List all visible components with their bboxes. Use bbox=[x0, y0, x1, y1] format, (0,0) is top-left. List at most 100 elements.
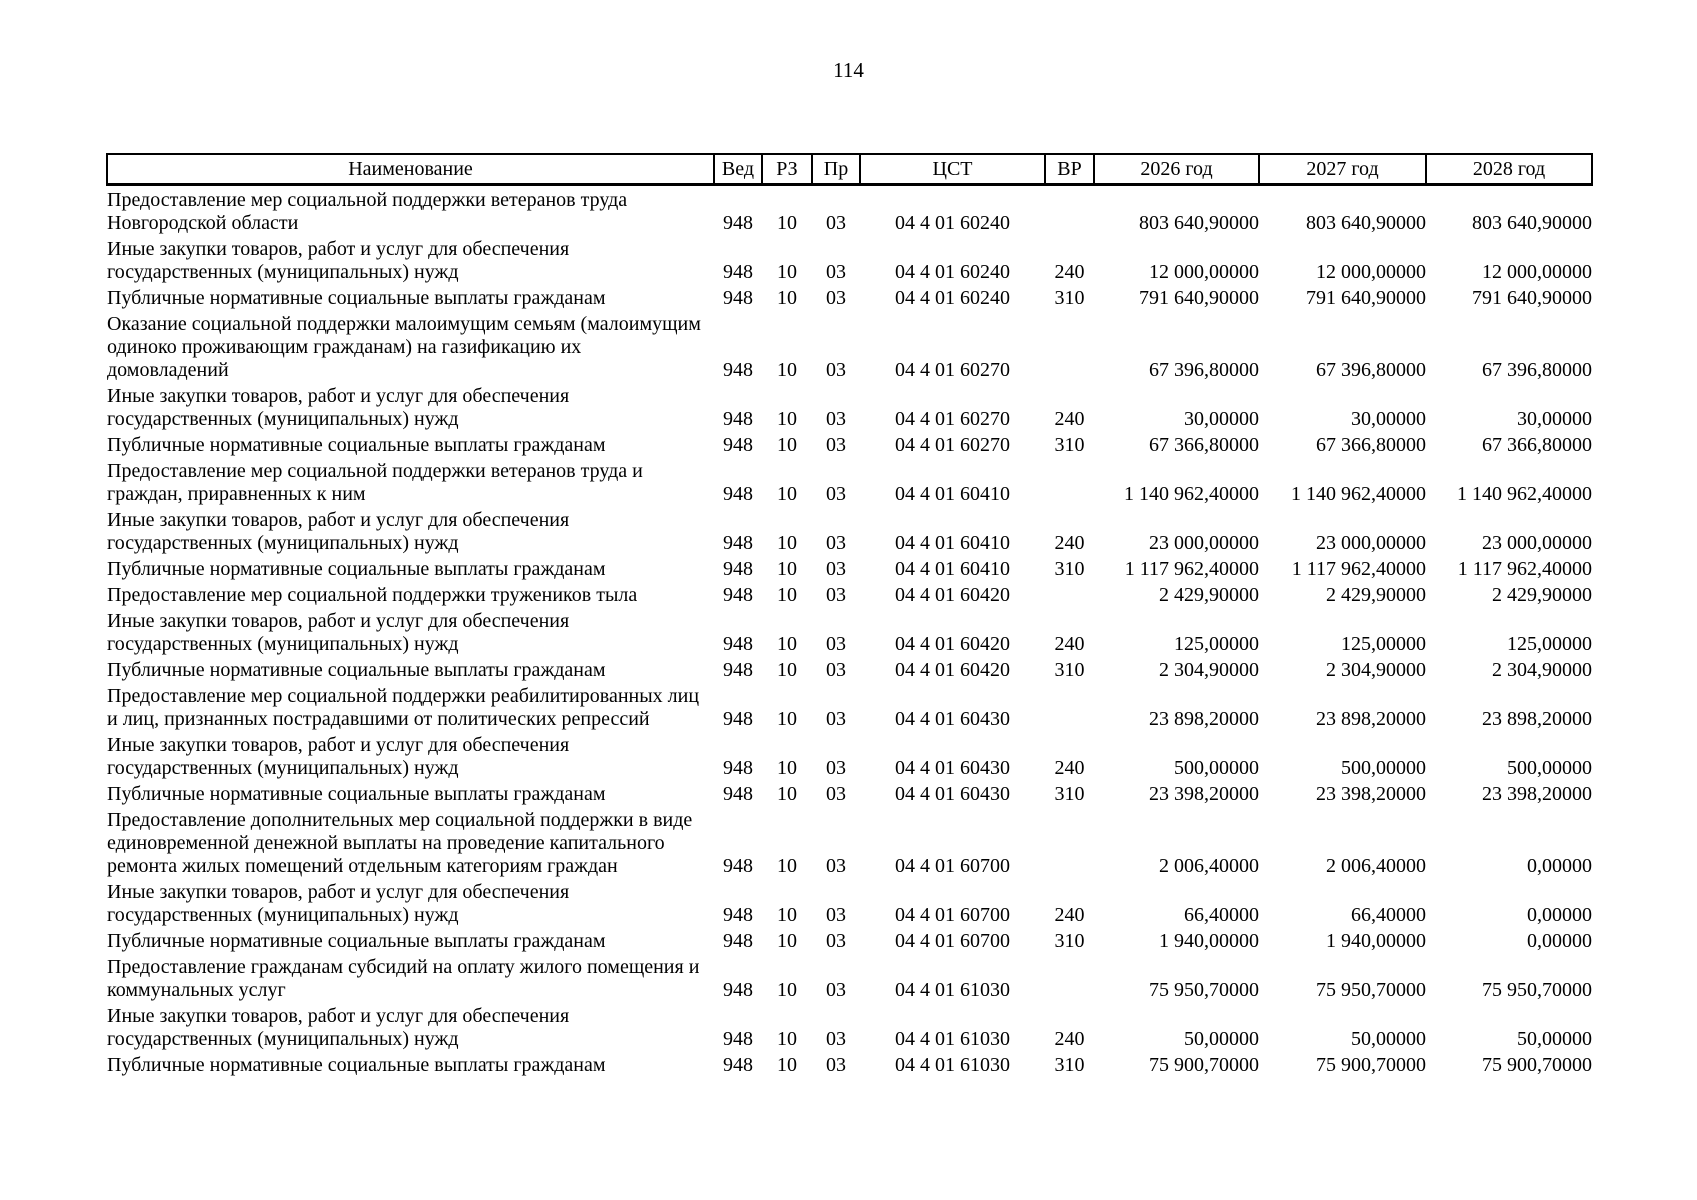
table-row: Предоставление гражданам субсидий на опл… bbox=[107, 953, 1592, 1002]
cell-pr: 03 bbox=[826, 261, 846, 283]
cell-pr: 03 bbox=[826, 633, 846, 655]
cell-name: Иные закупки товаров, работ и услуг для … bbox=[107, 1005, 570, 1050]
cell-y2026: 1 117 962,40000 bbox=[1124, 558, 1259, 580]
cell-ved: 948 bbox=[723, 757, 753, 779]
cell-cst: 04 4 01 60430 bbox=[895, 783, 1010, 805]
cell-ved: 948 bbox=[723, 261, 753, 283]
cell-y2028: 23 398,20000 bbox=[1482, 783, 1592, 805]
cell-vr: 240 bbox=[1054, 633, 1085, 655]
cell-vr: 310 bbox=[1054, 434, 1085, 456]
cell-ved: 948 bbox=[723, 904, 753, 926]
cell-ved: 948 bbox=[723, 708, 753, 730]
cell-y2027: 75 950,70000 bbox=[1316, 979, 1426, 1001]
cell-y2027: 791 640,90000 bbox=[1306, 287, 1426, 309]
table-row: Публичные нормативные социальные выплаты… bbox=[107, 284, 1592, 310]
cell-y2026: 2 429,90000 bbox=[1159, 584, 1259, 606]
cell-rz: 10 bbox=[777, 483, 797, 505]
cell-cst: 04 4 01 60270 bbox=[895, 359, 1010, 381]
cell-pr: 03 bbox=[826, 408, 846, 430]
cell-vr: 240 bbox=[1054, 261, 1085, 283]
table-row: Публичные нормативные социальные выплаты… bbox=[107, 927, 1592, 953]
cell-y2028: 1 140 962,40000 bbox=[1457, 483, 1592, 505]
cell-vr bbox=[1045, 457, 1094, 506]
table-row: Иные закупки товаров, работ и услуг для … bbox=[107, 731, 1592, 780]
cell-name: Предоставление мер социальной поддержки … bbox=[107, 685, 700, 730]
cell-rz: 10 bbox=[777, 930, 797, 952]
cell-y2028: 12 000,00000 bbox=[1482, 261, 1592, 283]
cell-y2028: 803 640,90000 bbox=[1472, 212, 1592, 234]
cell-pr: 03 bbox=[826, 757, 846, 779]
table-row: Иные закупки товаров, работ и услуг для … bbox=[107, 382, 1592, 431]
cell-cst: 04 4 01 60240 bbox=[895, 287, 1010, 309]
column-header-ved: Вед bbox=[713, 153, 763, 186]
page-number: 114 bbox=[833, 58, 864, 82]
column-header-y2027: 2027 год bbox=[1258, 153, 1427, 186]
cell-y2027: 1 117 962,40000 bbox=[1291, 558, 1426, 580]
cell-y2026: 125,00000 bbox=[1174, 633, 1259, 655]
cell-ved: 948 bbox=[723, 483, 753, 505]
cell-y2027: 2 304,90000 bbox=[1326, 659, 1426, 681]
cell-y2027: 23 398,20000 bbox=[1316, 783, 1426, 805]
cell-ved: 948 bbox=[723, 359, 753, 381]
cell-vr: 240 bbox=[1054, 757, 1085, 779]
cell-rz: 10 bbox=[777, 783, 797, 805]
column-header-vr: ВР bbox=[1044, 153, 1095, 186]
cell-y2027: 2 006,40000 bbox=[1326, 855, 1426, 877]
table-row: Предоставление мер социальной поддержки … bbox=[107, 682, 1592, 731]
cell-pr: 03 bbox=[826, 532, 846, 554]
cell-ved: 948 bbox=[723, 633, 753, 655]
cell-y2028: 0,00000 bbox=[1527, 855, 1592, 877]
cell-pr: 03 bbox=[826, 708, 846, 730]
cell-pr: 03 bbox=[826, 979, 846, 1001]
cell-name: Предоставление дополнительных мер социал… bbox=[107, 809, 693, 877]
cell-cst: 04 4 01 60700 bbox=[895, 904, 1010, 926]
cell-y2027: 1 940,00000 bbox=[1326, 930, 1426, 952]
cell-vr bbox=[1045, 806, 1094, 878]
cell-vr bbox=[1045, 953, 1094, 1002]
table-row: Иные закупки товаров, работ и услуг для … bbox=[107, 506, 1592, 555]
column-header-rz: РЗ bbox=[761, 153, 813, 186]
column-header-pr: Пр bbox=[811, 153, 861, 186]
cell-y2028: 2 304,90000 bbox=[1492, 659, 1592, 681]
cell-name: Иные закупки товаров, работ и услуг для … bbox=[107, 509, 570, 554]
cell-pr: 03 bbox=[826, 904, 846, 926]
table-row: Публичные нормативные социальные выплаты… bbox=[107, 431, 1592, 457]
cell-ved: 948 bbox=[723, 408, 753, 430]
cell-vr: 240 bbox=[1054, 904, 1085, 926]
cell-name: Предоставление мер социальной поддержки … bbox=[107, 584, 638, 606]
cell-name: Оказание социальной поддержки малоимущим… bbox=[107, 313, 701, 381]
table-row: Иные закупки товаров, работ и услуг для … bbox=[107, 878, 1592, 927]
cell-rz: 10 bbox=[777, 408, 797, 430]
cell-y2028: 23 000,00000 bbox=[1482, 532, 1592, 554]
cell-y2026: 500,00000 bbox=[1174, 757, 1259, 779]
table-row: Публичные нормативные социальные выплаты… bbox=[107, 1051, 1592, 1077]
cell-cst: 04 4 01 61030 bbox=[895, 979, 1010, 1001]
table-row: Предоставление мер социальной поддержки … bbox=[107, 581, 1592, 607]
cell-cst: 04 4 01 60430 bbox=[895, 708, 1010, 730]
table-row: Публичные нормативные социальные выплаты… bbox=[107, 780, 1592, 806]
table-header-row: Наименование Вед РЗ Пр ЦСТ ВР 2026 год 2027 год… bbox=[106, 153, 1593, 186]
cell-rz: 10 bbox=[777, 855, 797, 877]
cell-name: Публичные нормативные социальные выплаты… bbox=[107, 558, 606, 580]
cell-pr: 03 bbox=[826, 584, 846, 606]
cell-ved: 948 bbox=[723, 783, 753, 805]
column-header-y2028: 2028 год bbox=[1425, 153, 1593, 186]
cell-y2028: 0,00000 bbox=[1527, 904, 1592, 926]
cell-y2027: 803 640,90000 bbox=[1306, 212, 1426, 234]
cell-y2026: 23 898,20000 bbox=[1149, 708, 1259, 730]
cell-cst: 04 4 01 60420 bbox=[895, 584, 1010, 606]
cell-name: Предоставление мер социальной поддержки … bbox=[107, 460, 643, 505]
cell-y2027: 50,00000 bbox=[1351, 1028, 1426, 1050]
cell-cst: 04 4 01 61030 bbox=[895, 1054, 1010, 1076]
table-header: Наименование Вед РЗ Пр ЦСТ ВР 2026 год 2027 год… bbox=[106, 153, 1593, 186]
cell-name: Публичные нормативные социальные выплаты… bbox=[107, 287, 606, 309]
cell-name: Иные закупки товаров, работ и услуг для … bbox=[107, 881, 570, 926]
cell-cst: 04 4 01 61030 bbox=[895, 1028, 1010, 1050]
cell-vr bbox=[1045, 581, 1094, 607]
cell-y2026: 50,00000 bbox=[1184, 1028, 1259, 1050]
cell-y2028: 75 900,70000 bbox=[1482, 1054, 1592, 1076]
cell-pr: 03 bbox=[826, 1054, 846, 1076]
cell-vr: 240 bbox=[1054, 408, 1085, 430]
cell-cst: 04 4 01 60700 bbox=[895, 930, 1010, 952]
cell-pr: 03 bbox=[826, 659, 846, 681]
